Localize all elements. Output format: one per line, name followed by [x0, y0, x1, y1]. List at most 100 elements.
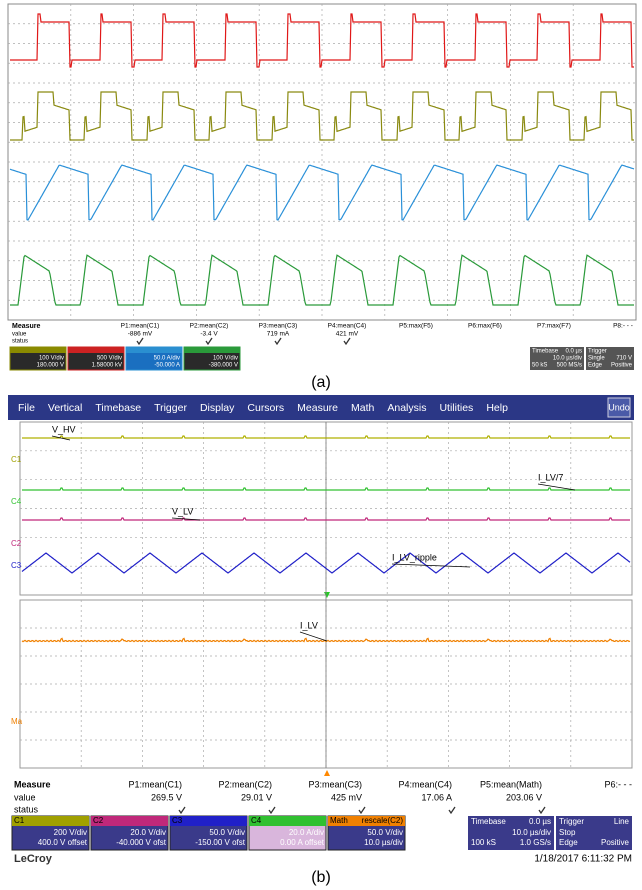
status-check [137, 338, 143, 344]
status-check [539, 807, 545, 813]
measure-param: P1:mean(C1) [121, 323, 160, 330]
trigger-mode: Stop [559, 828, 576, 837]
channel-marker: C3 [11, 561, 22, 570]
channel-scale: 100 V/div [213, 356, 238, 362]
trigger-source: Line [614, 817, 630, 826]
channel-scale: 20.0 V/div [130, 828, 166, 837]
channel-marker: C1 [11, 455, 22, 464]
measure-param: P6:- - - [604, 779, 632, 789]
channel-scale: 20.0 A/div [289, 828, 324, 837]
channel-offset: 1.58000 kV [92, 363, 122, 369]
channel-scale: 100 V/div [39, 356, 64, 362]
scope-a-screen [8, 4, 636, 320]
menu-item[interactable]: Trigger [154, 402, 187, 414]
trace-label: V_HV [52, 424, 76, 434]
measure-value: -886 mV [128, 331, 153, 338]
channel-tab [126, 347, 182, 353]
measure-row-label: status [12, 339, 28, 345]
measure-value: -3.4 V [200, 331, 218, 338]
menu-item[interactable]: Help [486, 402, 508, 414]
caption: (a) [311, 374, 331, 391]
channel-offset: -150.00 V ofst [195, 838, 246, 847]
figure: (a) (b) Undo LeCroy 1/18/2017 6:11:32 PM… [0, 0, 642, 890]
channel-offset: 400.0 V offset [38, 838, 88, 847]
channel-scale: 50.0 V/div [367, 828, 403, 837]
channel-label: C2 [93, 816, 104, 825]
timebase-per-div: 10.0 µs/div [512, 828, 551, 837]
timebase-delay: 0.0 µs [529, 817, 551, 826]
timebase-title: Timebase [532, 349, 559, 355]
status-check [449, 807, 455, 813]
measure-param: P3:mean(C3) [259, 323, 298, 330]
channel-tab [184, 347, 240, 353]
trigger-title: Trigger [559, 817, 584, 826]
caption: (b) [311, 869, 331, 886]
measure-value: 421 mV [336, 331, 359, 338]
channel-offset: 10.0 µs/div [364, 838, 403, 847]
measure-param: P3:mean(C3) [308, 779, 362, 789]
status-check [275, 338, 281, 344]
timebase-per-div: 10.0 µs/div [553, 356, 582, 362]
measure-value: 17.06 A [421, 792, 452, 802]
brand: LeCroy [14, 853, 53, 865]
measure-value: 425 mV [331, 792, 362, 802]
measure-title: Measure [14, 779, 51, 789]
trigger-type: Edge [588, 363, 603, 369]
channel-label: C4 [251, 816, 262, 825]
menu-item[interactable]: Cursors [247, 402, 284, 414]
channel-label: Math [330, 816, 348, 825]
menu-item[interactable]: Vertical [48, 402, 82, 414]
trigger-title: Trigger [588, 349, 607, 355]
channel-scale: 500 V/div [97, 356, 122, 362]
channel-offset: 180.000 V [37, 363, 64, 369]
channel-scale: 200 V/div [54, 828, 87, 837]
measure-param: P4:mean(C4) [398, 779, 452, 789]
timebase-rate: 500 MS/s [557, 363, 582, 369]
menu-item[interactable]: Measure [297, 402, 338, 414]
measure-row-label: value [14, 792, 36, 802]
trace-label: V_LV [172, 506, 193, 516]
channel-tab [68, 347, 124, 353]
channel-title: rescale(C2) [362, 816, 404, 825]
undo-label[interactable]: Undo [608, 402, 630, 412]
timestamp: 1/18/2017 6:11:32 PM [534, 854, 632, 865]
status-check [359, 807, 365, 813]
channel-marker: C4 [11, 497, 22, 506]
timebase-samples: 100 kS [471, 838, 496, 847]
measure-param: P4:mean(C4) [328, 323, 367, 330]
timebase-rate: 1.0 GS/s [520, 838, 551, 847]
trigger-mode: Single [588, 356, 605, 362]
status-check [179, 807, 185, 813]
measure-param: P1:mean(C1) [128, 779, 182, 789]
trigger-slope: Positive [611, 363, 633, 369]
measure-value: 203.06 V [506, 792, 542, 802]
channel-offset: 0.00 A offset [280, 838, 325, 847]
timebase-samples: 50 kS [532, 363, 547, 369]
menu-item[interactable]: Analysis [387, 402, 426, 414]
channel-scale: 50.0 V/div [209, 828, 245, 837]
channel-offset: -380.000 V [209, 363, 238, 369]
channel-marker: C2 [11, 539, 22, 548]
channel-offset: -40.000 V ofst [116, 838, 167, 847]
channel-scale: 50.0 A/div [154, 356, 180, 362]
menu-item[interactable]: Utilities [439, 402, 473, 414]
measure-value: 719 mA [267, 331, 290, 338]
menu-item[interactable]: Timebase [95, 402, 141, 414]
menu-item[interactable]: Display [200, 402, 235, 414]
menu-item[interactable]: Math [351, 402, 375, 414]
measure-row-label: status [14, 804, 39, 814]
trace-label: I_LV_ripple [392, 552, 437, 562]
status-check [344, 338, 350, 344]
measure-param: P5:max(F5) [399, 323, 433, 330]
status-check [269, 807, 275, 813]
menu-item[interactable]: File [18, 402, 35, 414]
timebase-title: Timebase [471, 817, 506, 826]
measure-param: P8:- - - [613, 323, 633, 330]
trace-label: I_LV [300, 620, 318, 630]
channel-label: C1 [14, 816, 25, 825]
trigger-type: Edge [559, 838, 578, 847]
channel-offset: -50.000 A [154, 363, 180, 369]
measure-row-label: value [12, 332, 27, 338]
trigger-level: 710 V [616, 356, 632, 362]
measure-value: 29.01 V [241, 792, 272, 802]
